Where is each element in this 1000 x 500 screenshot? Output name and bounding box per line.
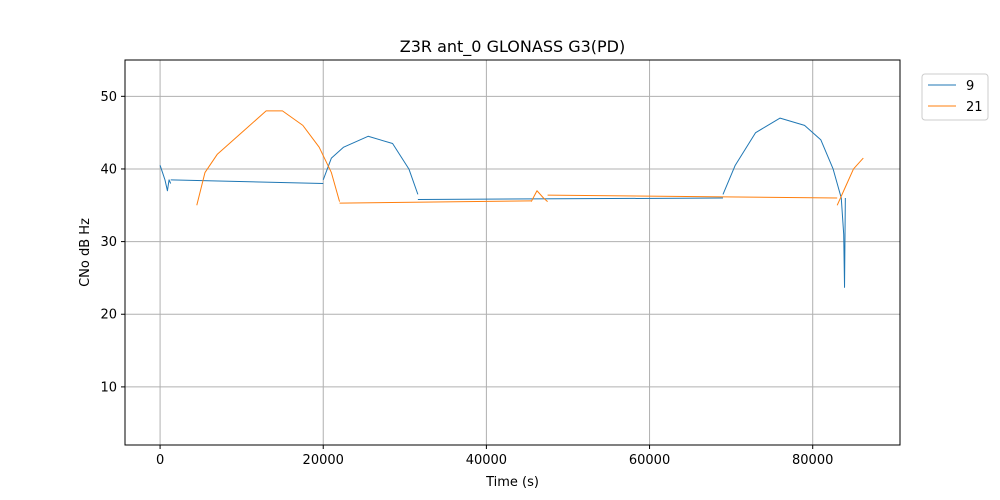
- series-9-line: [159, 165, 172, 192]
- series-9-line: [722, 117, 846, 288]
- series-layer: [159, 110, 864, 288]
- plot-area: [124, 59, 901, 446]
- x-tick-label: 40000: [466, 453, 507, 468]
- x-tick-label: 60000: [629, 453, 670, 468]
- y-tick-label: 40: [100, 162, 117, 177]
- legend: 921: [921, 73, 989, 121]
- series-9-line: [170, 179, 324, 184]
- series-21-line: [339, 200, 532, 204]
- y-axis-label: CNo dB Hz: [78, 218, 93, 287]
- series-21-line: [836, 157, 864, 206]
- y-tick-label: 20: [100, 308, 117, 323]
- x-axis-label: Time (s): [485, 475, 539, 490]
- series-9-line: [322, 135, 419, 195]
- x-tick-label: 80000: [792, 453, 833, 468]
- grid: [125, 60, 900, 445]
- chart-title: Z3R ant_0 GLONASS G3(PD): [400, 37, 626, 57]
- series-21-line: [196, 110, 341, 206]
- y-tick-label: 30: [100, 235, 117, 250]
- series-9-line: [417, 197, 723, 200]
- legend-label-9: 9: [966, 79, 974, 94]
- legend-label-21: 21: [966, 100, 983, 115]
- y-axis: 10 20 30 40 50: [100, 90, 125, 395]
- y-tick-label: 10: [100, 380, 117, 395]
- series-21-line: [547, 194, 838, 199]
- y-tick-label: 50: [100, 90, 117, 105]
- series-21-line: [530, 190, 548, 203]
- x-tick-label: 0: [156, 453, 164, 468]
- x-tick-label: 20000: [303, 453, 344, 468]
- x-axis: 0 20000 40000 60000 80000: [156, 445, 833, 468]
